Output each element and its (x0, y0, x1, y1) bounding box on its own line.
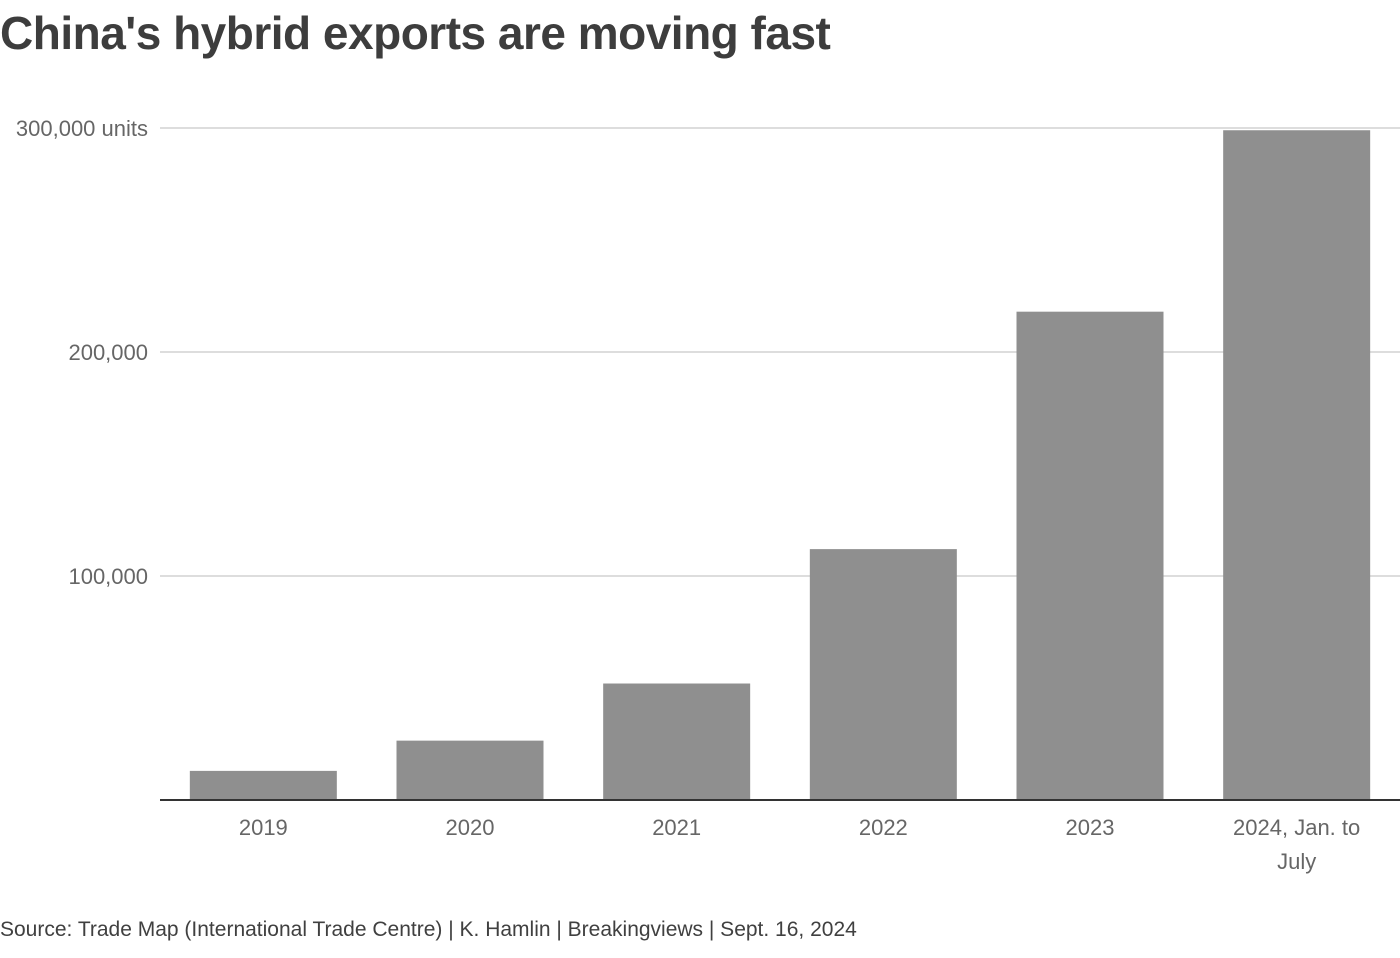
bars (189, 130, 1371, 801)
x-tick-label: 2024, Jan. to (1233, 815, 1360, 840)
bar-chart: 100,000 200,000 300,000 units 2019 2020 2021… (16, 116, 1400, 874)
x-axis-ticks: 2019 2020 2021 2022 2023 2024, Jan. to July (239, 815, 1360, 874)
x-tick-label: 2022 (859, 815, 908, 840)
gridlines (160, 127, 1400, 577)
bar-2021 (603, 683, 751, 800)
bar-2024 (1223, 130, 1371, 801)
y-tick-label: 100,000 (68, 564, 148, 589)
y-tick-label: 300,000 units (16, 116, 148, 141)
bar-2020 (396, 740, 544, 800)
bar-2019 (189, 770, 337, 800)
y-axis-ticks: 100,000 200,000 300,000 units (16, 116, 148, 589)
x-tick-label: 2023 (1066, 815, 1115, 840)
chart-title: China's hybrid exports are moving fast (0, 7, 831, 59)
y-tick-label: 200,000 (68, 340, 148, 365)
bar-2022 (809, 549, 957, 800)
x-tick-label: 2021 (652, 815, 701, 840)
x-tick-label: 2019 (239, 815, 288, 840)
source-note: Source: Trade Map (International Trade C… (0, 918, 857, 941)
bar-2023 (1016, 311, 1164, 800)
x-tick-label: 2020 (446, 815, 495, 840)
x-tick-label: July (1277, 849, 1316, 874)
